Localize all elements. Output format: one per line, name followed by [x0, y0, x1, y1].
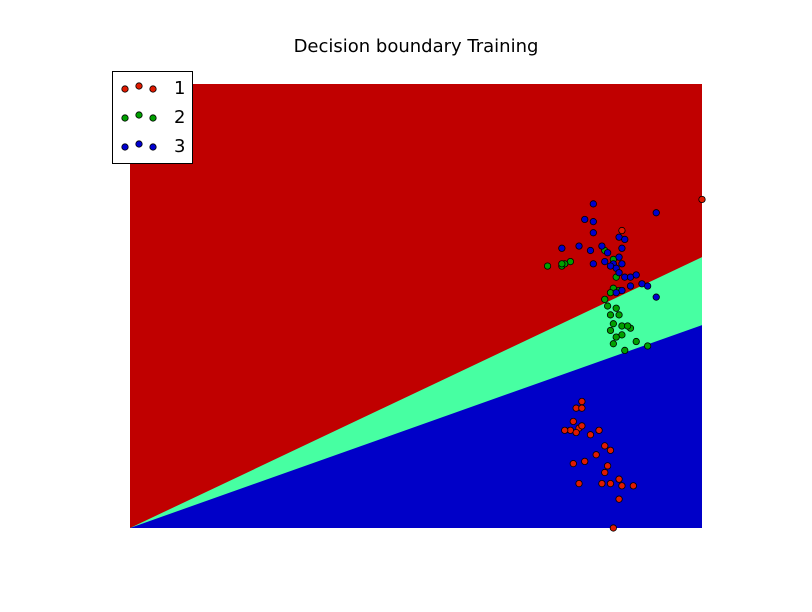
point-series-1 — [569, 460, 577, 468]
point-series-3 — [612, 289, 620, 297]
point-series-1 — [615, 495, 623, 503]
point-series-1 — [575, 479, 583, 488]
point-series-3 — [644, 282, 652, 290]
point-series-1 — [578, 397, 586, 406]
point-series-1 — [606, 446, 615, 454]
point-series-2 — [612, 333, 620, 341]
point-series-3 — [601, 257, 609, 266]
point-series-3 — [604, 249, 612, 257]
point-series-1 — [629, 482, 637, 490]
point-series-1 — [601, 442, 609, 450]
point-series-1 — [578, 422, 586, 430]
point-series-1 — [698, 195, 706, 204]
legend-marker-2 — [121, 114, 129, 122]
legend-marker-1 — [121, 85, 129, 93]
point-series-1 — [595, 426, 603, 434]
region-class-3 — [130, 325, 702, 528]
point-series-3 — [606, 262, 615, 270]
legend-marker-3 — [135, 140, 143, 148]
point-series-3 — [652, 293, 660, 301]
chart-title: Decision boundary Training — [293, 36, 539, 57]
legend-label-2: 2 — [174, 107, 185, 128]
point-series-3 — [581, 215, 589, 224]
point-series-2 — [606, 311, 615, 319]
point-series-3 — [618, 244, 626, 252]
scatter-points — [543, 195, 706, 532]
point-series-1 — [604, 462, 612, 470]
point-series-2 — [601, 295, 609, 303]
point-series-1 — [601, 468, 609, 477]
point-series-3 — [589, 260, 597, 268]
point-series-3 — [589, 200, 597, 208]
point-series-2 — [621, 346, 629, 354]
legend-marker-2 — [149, 114, 157, 122]
point-series-2 — [604, 302, 612, 310]
point-series-2 — [612, 304, 620, 312]
point-series-3 — [589, 218, 597, 226]
point-series-3 — [558, 244, 566, 252]
point-series-3 — [652, 209, 660, 217]
point-series-1 — [586, 431, 595, 439]
point-series-1 — [592, 451, 600, 459]
point-series-1 — [606, 479, 615, 488]
point-series-2 — [609, 340, 617, 348]
legend: 1 2 3 — [112, 71, 193, 164]
point-series-1 — [581, 457, 589, 465]
point-series-1 — [578, 404, 586, 412]
point-series-3 — [589, 229, 597, 237]
point-series-3 — [575, 242, 583, 250]
legend-marker-3 — [149, 143, 157, 151]
point-series-1 — [572, 428, 580, 437]
point-series-2 — [543, 262, 552, 270]
point-series-2 — [615, 311, 623, 319]
point-series-3 — [621, 235, 629, 243]
point-series-1 — [569, 417, 577, 426]
point-series-2 — [606, 326, 615, 335]
point-series-2 — [624, 322, 632, 330]
point-series-1 — [615, 475, 623, 483]
point-series-3 — [615, 269, 623, 277]
legend-marker-2 — [135, 111, 143, 119]
point-series-3 — [626, 282, 635, 290]
legend-label-3: 3 — [174, 136, 185, 157]
point-series-2 — [558, 260, 566, 268]
point-series-1 — [609, 524, 617, 532]
point-series-3 — [598, 242, 606, 250]
legend-marker-1 — [149, 85, 157, 93]
point-series-1 — [618, 482, 626, 490]
point-series-3 — [615, 253, 623, 261]
point-series-3 — [632, 271, 640, 279]
legend-label-1: 1 — [174, 78, 185, 99]
point-series-1 — [598, 479, 606, 488]
point-series-3 — [586, 246, 595, 255]
point-series-3 — [618, 260, 626, 268]
point-series-2 — [644, 342, 652, 350]
point-series-1 — [561, 426, 569, 434]
point-series-2 — [609, 320, 617, 328]
point-series-1 — [618, 226, 626, 235]
legend-marker-1 — [135, 82, 143, 90]
point-series-2 — [632, 337, 640, 346]
legend-marker-3 — [121, 143, 129, 151]
